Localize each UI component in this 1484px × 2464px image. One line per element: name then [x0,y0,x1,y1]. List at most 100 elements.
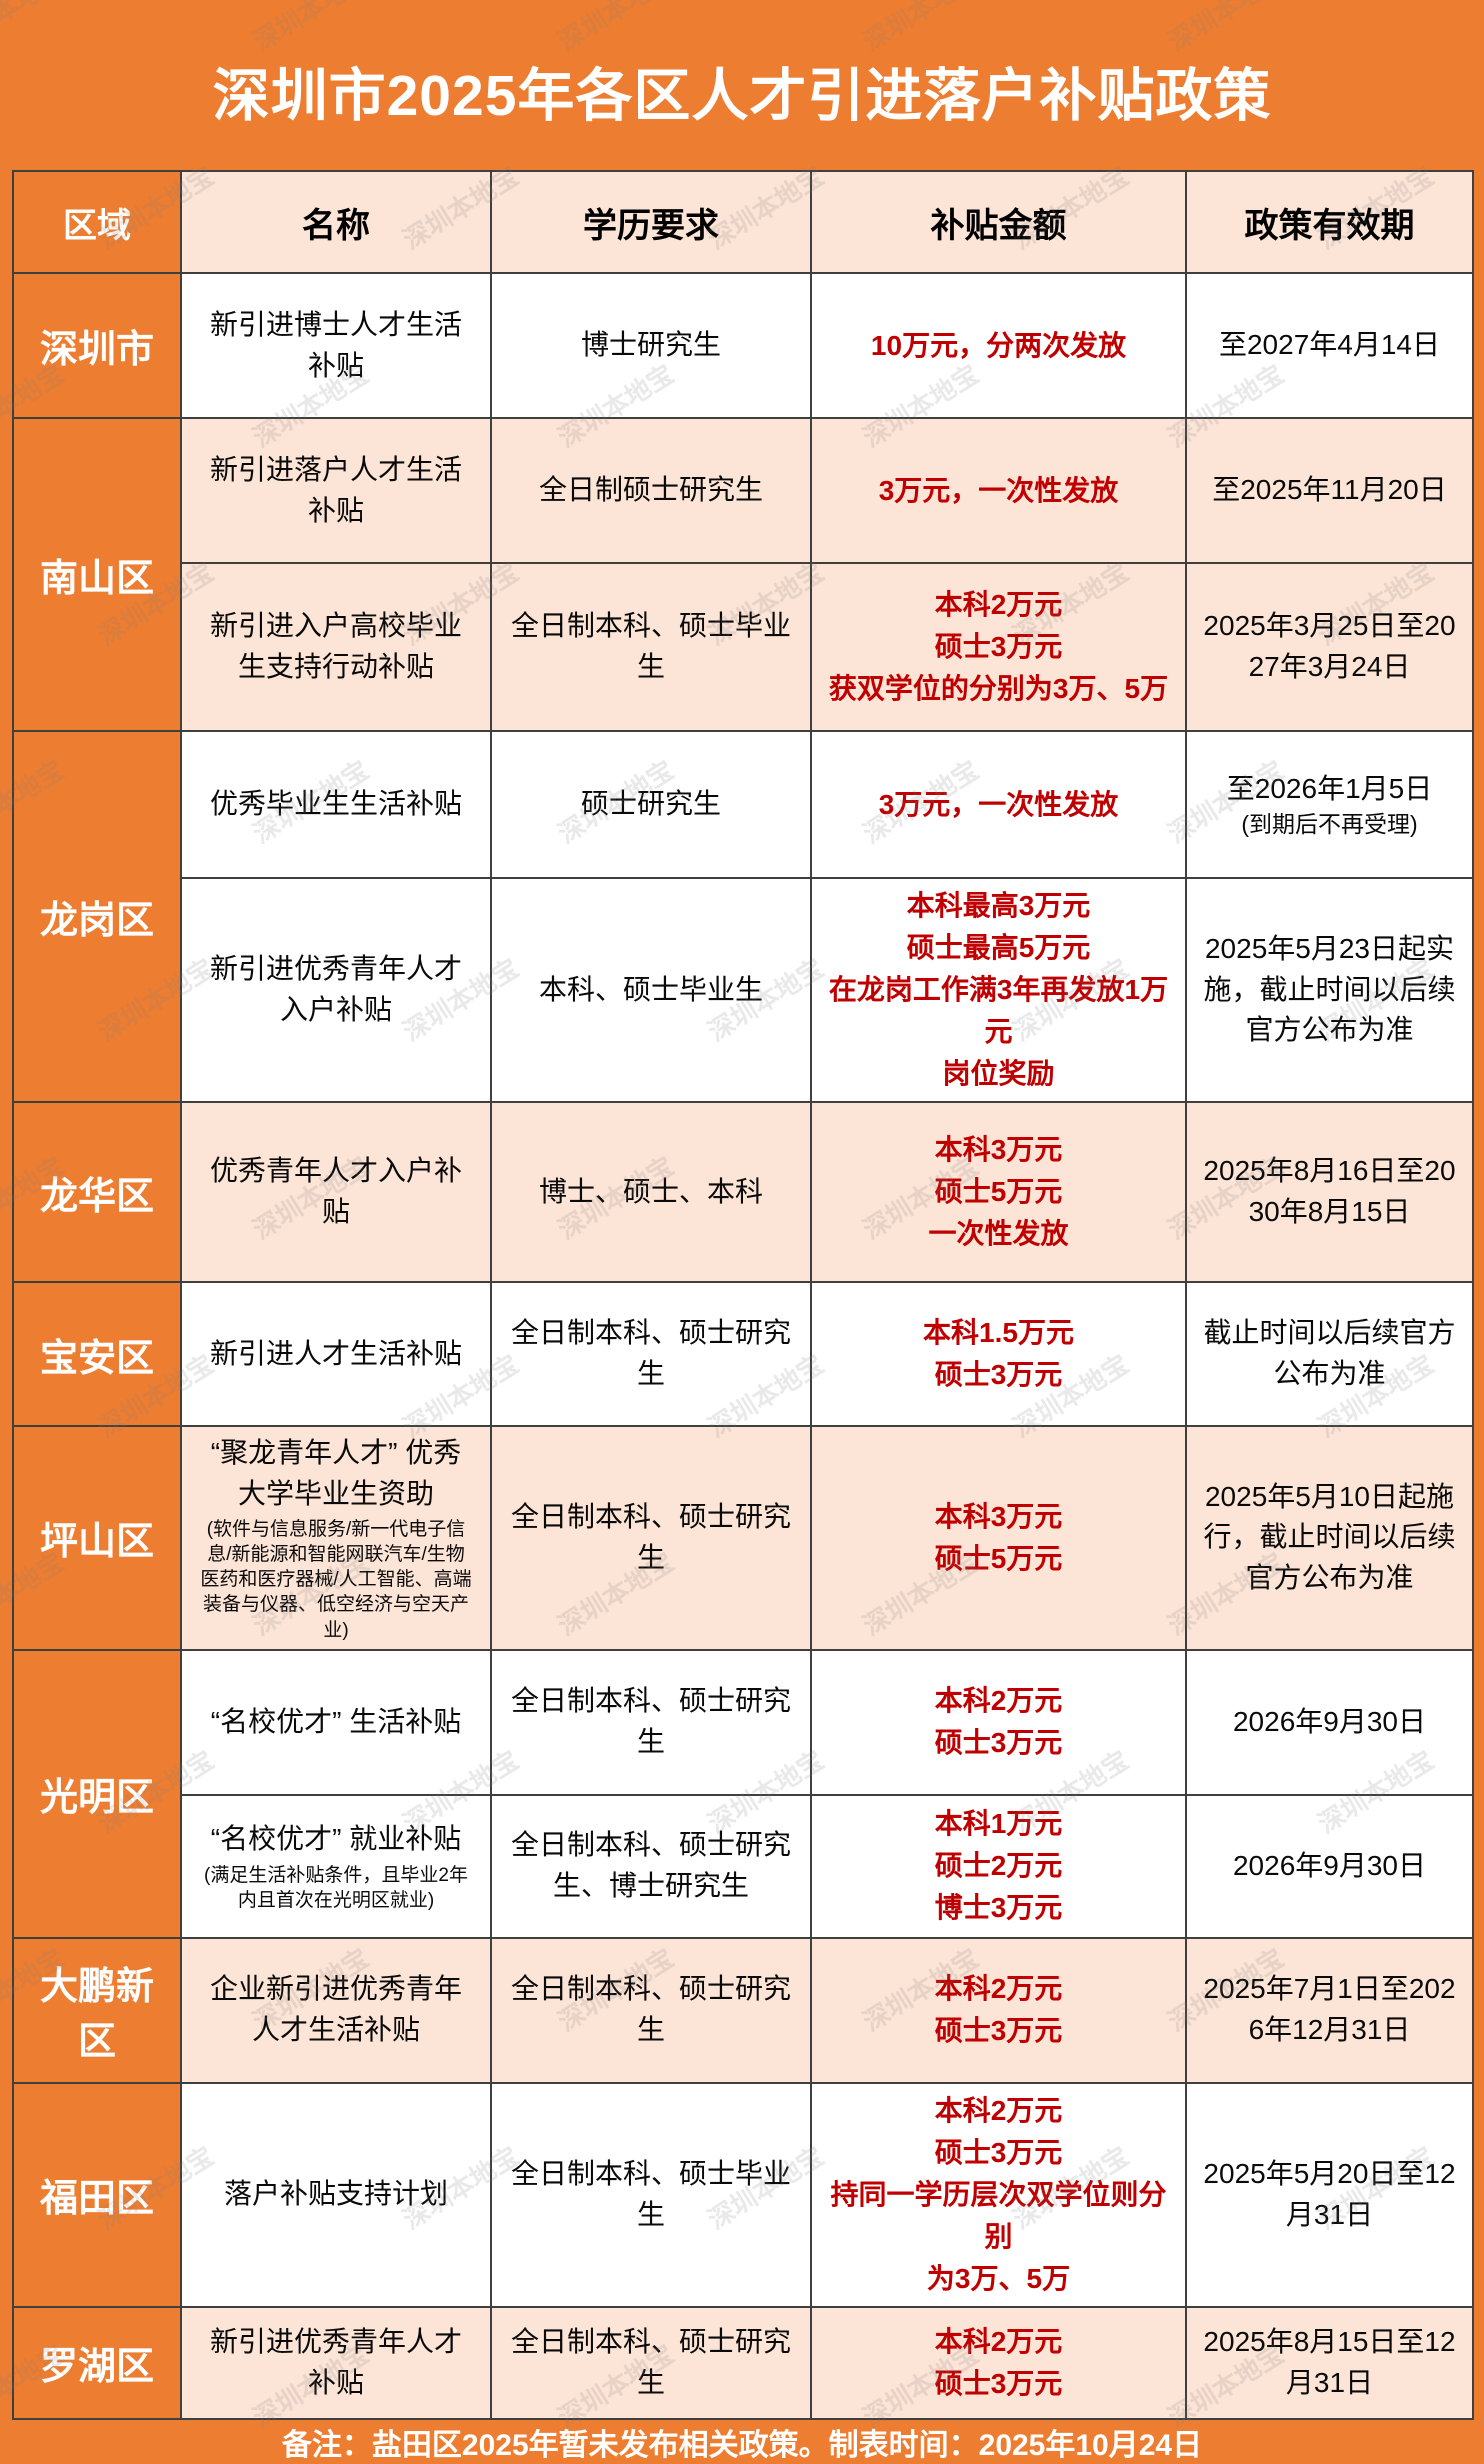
subsidy-amount-line: 本科2万元 [934,589,1063,620]
col-header-region: 区域 [12,170,182,274]
education-cell: 全日制本科、硕士研究生 [490,1425,812,1651]
amount-cell: 本科最高3万元 硕士最高5万元 在龙岗工作满3年再发放1万元 岗位奖励 [810,877,1187,1103]
subsidy-amount-line: 10万元，分两次发放 [870,329,1127,361]
education-requirement: 全日制本科、硕士研究生 [510,2325,791,2398]
education-cell: 全日制本科、硕士研究生、博士研究生 [490,1793,812,1939]
subsidy-amount-line: 硕士3万元 [934,2136,1063,2168]
validity-period: 至2027年4月14日 [1218,329,1440,361]
education-requirement: 全日制本科、硕士研究生 [510,1973,791,2046]
subsidy-amount-line: 本科2万元 [934,2325,1063,2357]
education-requirement: 博士、硕士、本科 [538,1175,763,1207]
col-header-amount: 补贴金额 [810,170,1187,274]
policy-name: 新引进人才生活补贴 [209,1337,462,1369]
education-requirement: 全日制本科、硕士研究生 [510,1317,791,1389]
subsidy-amount-line: 本科2万元 [934,1973,1063,2005]
education-requirement: 全日制硕士研究生 [538,474,763,506]
education-cell: 全日制本科、硕士毕业生 [490,562,812,732]
validity-period: 至2026年1月5日 [1226,773,1433,805]
subsidy-amount-line: 硕士3万元 [934,1727,1063,1759]
subsidy-amount-line: 本科2万元 [934,1685,1063,1717]
region-cell: 福田区 [12,2081,182,2308]
subsidy-amount-line: 3万元，一次性发放 [878,474,1119,506]
region-cell: 龙岗区 [12,730,182,1103]
validity-cell: 截止时间以后续官方公布为准 [1185,1281,1474,1427]
policy-name: 优秀毕业生生活补贴 [209,788,462,820]
footer-note: 备注：盐田区2025年暂未发布相关政策。制表时间：2025年10月24日 [281,2428,1203,2462]
table-row: 大鹏新区 企业新引进优秀青年人才生活补贴 全日制本科、硕士研究生 本科2万元 硕士3万元… [12,1936,1474,2084]
col-header-education: 学历要求 [490,170,812,274]
validity-cell: 2026年9月30日 [1185,1648,1474,1796]
education-requirement: 硕士研究生 [580,788,721,820]
policy-name: “聚龙青年人才” 优秀大学毕业生资助 [210,1437,462,1509]
subsidy-amount-line: 3万元，一次性发放 [878,788,1119,820]
education-requirement: 全日制本科、硕士毕业生 [510,610,791,682]
subsidy-amount-line: 获双学位的分别为3万、5万 [828,673,1169,704]
education-requirement: 全日制本科、硕士研究生、博士研究生 [510,1829,791,1902]
validity-cell: 2025年5月23日起实施，截止时间以后续官方公布为准 [1185,877,1474,1103]
validity-cell: 2025年7月1日至2026年12月31日 [1185,1936,1474,2084]
table-row: 罗湖区 新引进优秀青年人才补贴 全日制本科、硕士研究生 本科2万元 硕士3万元 2025年… [12,2305,1474,2420]
poster-title: 深圳市2025年各区人才引进落户补贴政策 [212,64,1272,128]
validity-period: 2025年7月1日至2026年12月31日 [1203,1973,1456,2046]
subsidy-amount-line: 本科2万元 [934,2094,1063,2126]
subsidy-amount-line: 本科3万元 [934,1500,1063,1532]
amount-cell: 本科2万元硕士3万元 [810,1936,1187,2084]
table-row: 南山区 新引进落户人才生活补贴 全日制硕士研究生 3万元，一次性发放 至2025年11月… [12,417,1474,732]
amount-cell: 本科1万元 硕士2万元 博士3万元 [810,1793,1187,1939]
region-cell: 南山区 [12,417,182,732]
policy-name-cell: 新引进优秀青年人才入户补贴 [180,877,492,1103]
policy-name-cell: 新引进优秀青年人才补贴 [180,2305,492,2420]
policy-name: “名校优才” 生活补贴 [210,1705,462,1737]
policy-name: 企业新引进优秀青年人才生活补贴 [209,1973,462,2046]
table-row: 龙华区 优秀青年人才入户补贴 博士、硕士、本科 本科3万元 硕士5万元 一次性发放 2025… [12,1101,1474,1283]
validity-period: 2025年5月20日至12月31日 [1203,2157,1456,2230]
policy-name-cell: 新引进落户人才生活补贴 [180,417,492,564]
header-row: 区域 名称 学历要求 补贴金额 政策有效期 [12,170,1474,274]
education-cell: 全日制本科、硕士研究生 [490,1648,812,1796]
education-requirement: 全日制本科、硕士毕业生 [510,2157,791,2230]
policy-name-cell: 优秀青年人才入户补贴 [180,1101,492,1283]
table-row: 龙岗区 优秀毕业生生活补贴 硕士研究生 3万元，一次性发放 至2026年1月5日 (到期后… [12,730,1474,1103]
subsidy-amount-line: 硕士3万元 [934,1359,1063,1390]
policy-name-cell: 落户补贴支持计划 [180,2081,492,2308]
policy-name: 新引进落户人才生活补贴 [209,453,462,526]
subsidy-amount-line: 硕士3万元 [934,2367,1063,2399]
table-row: 宝安区 新引进人才生活补贴 全日制本科、硕士研究生 本科1.5万元 硕士3万元 截止时间以… [12,1281,1474,1427]
education-cell: 硕士研究生 [490,730,812,879]
col-header-name: 名称 [180,170,492,274]
education-requirement: 全日制本科、硕士研究生 [510,1501,791,1573]
region-cell: 宝安区 [12,1281,182,1427]
region-cell: 大鹏新区 [12,1936,182,2084]
table-row: 光明区 “名校优才” 生活补贴 全日制本科、硕士研究生 本科2万元 硕士3万元 2026年… [12,1648,1474,1939]
validity-cell: 2025年8月15日至12月31日 [1185,2305,1474,2420]
subsidy-amount-line: 硕士5万元 [934,1542,1063,1574]
education-cell: 全日制本科、硕士研究生 [490,2305,812,2420]
validity-cell: 至2025年11月20日 [1185,417,1474,564]
subsidy-amount-line: 持同一学历层次双学位则分别 [830,2178,1167,2252]
table-row: 新引进入户高校毕业生支持行动补贴 全日制本科、硕士毕业生 本科2万元 硕士3万元 获双学… [13,562,1474,732]
validity-period: 截止时间以后续官方公布为准 [1203,1317,1456,1389]
policy-name: “名校优才” 就业补贴 [210,1823,462,1855]
education-requirement: 本科、硕士毕业生 [538,973,763,1005]
validity-cell: 至2027年4月14日 [1185,272,1474,419]
policy-name-cell: “聚龙青年人才” 优秀大学毕业生资助 (软件与信息服务/新一代电子信息/新能源和智… [180,1425,492,1651]
policy-name-cell: “名校优才” 生活补贴 [180,1648,492,1796]
education-requirement: 全日制本科、硕士研究生 [510,1685,791,1758]
amount-cell: 本科2万元 硕士3万元 持同一学历层次双学位则分别 为3万、5万 [810,2081,1187,2308]
amount-cell: 本科3万元硕士5万元 [810,1425,1187,1651]
subsidy-amount-line: 硕士5万元 [934,1176,1063,1207]
policy-name: 落户补贴支持计划 [223,2178,448,2210]
validity-period: 至2025年11月20日 [1212,474,1447,506]
validity-period: 2025年8月16日至2030年8月15日 [1203,1155,1456,1227]
education-cell: 全日制本科、硕士毕业生 [490,2081,812,2308]
col-header-validity: 政策有效期 [1185,170,1474,274]
subsidy-amount-line: 在龙岗工作满3年再发放1万元 [828,974,1169,1047]
amount-cell: 3万元，一次性发放 [810,417,1187,564]
subsidy-amount-line: 岗位奖励 [942,1058,1055,1089]
validity-period: 2025年5月10日起施行，截止时间以后续官方公布为准 [1203,1480,1456,1594]
subsidy-amount-line: 硕士3万元 [934,631,1063,662]
education-cell: 全日制硕士研究生 [490,417,812,564]
subsidy-amount-line: 硕士3万元 [934,2015,1063,2047]
validity-cell: 2025年5月20日至12月31日 [1185,2081,1474,2308]
